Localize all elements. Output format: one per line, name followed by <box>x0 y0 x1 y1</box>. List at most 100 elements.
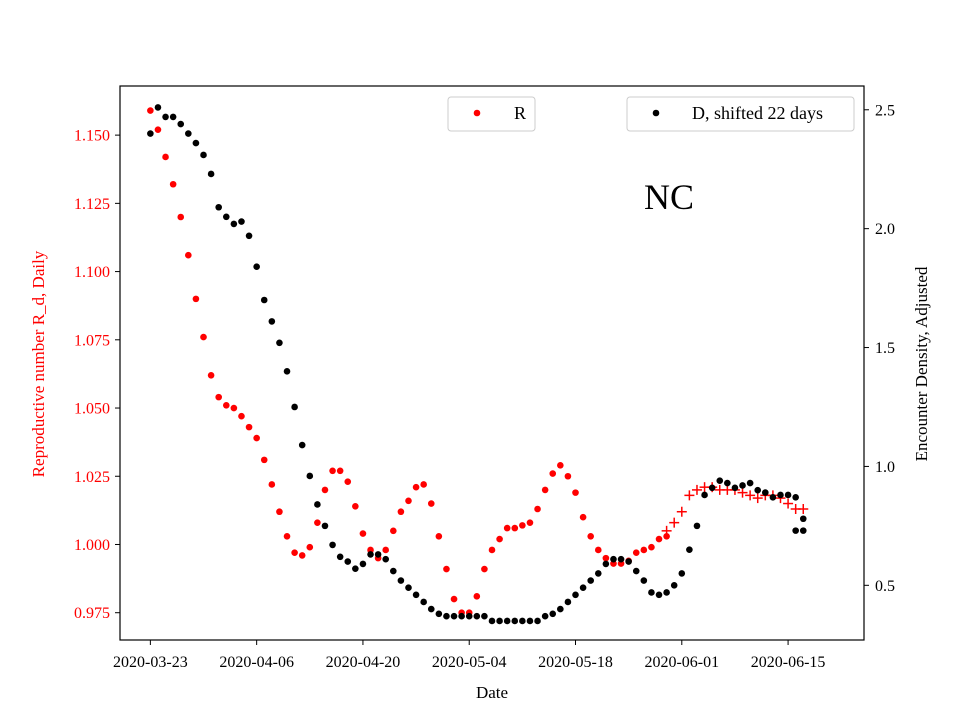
point <box>291 549 298 556</box>
point <box>405 497 412 505</box>
legend-d-frame <box>626 96 855 132</box>
point <box>397 577 405 584</box>
point-plus <box>798 504 809 515</box>
point <box>253 434 260 442</box>
point <box>534 505 541 513</box>
y-left-tick-label: 1.025 <box>74 469 110 486</box>
point <box>746 479 754 487</box>
point <box>739 482 746 489</box>
point <box>708 484 716 492</box>
point <box>602 554 610 562</box>
point <box>207 371 215 379</box>
point <box>260 296 268 304</box>
y-right-tick-label: 2.0 <box>875 221 895 238</box>
point <box>587 577 594 584</box>
point <box>374 551 382 558</box>
y-left-tick-label: 1.075 <box>74 332 110 349</box>
point <box>557 462 564 469</box>
point-plus <box>737 487 748 498</box>
point <box>496 535 503 543</box>
point <box>481 612 488 620</box>
legend-d: D, shifted 22 days <box>626 96 855 132</box>
y-right-tick-label: 1.0 <box>875 459 895 476</box>
point <box>784 491 792 499</box>
point <box>147 130 154 137</box>
point <box>283 532 291 540</box>
point <box>412 483 420 491</box>
point <box>260 456 268 464</box>
point <box>594 546 602 554</box>
point <box>169 180 177 188</box>
plot-frame <box>119 85 865 641</box>
point <box>420 481 427 488</box>
point <box>769 494 777 501</box>
x-tick-label: 2020-06-15 <box>751 654 826 671</box>
point <box>572 489 579 496</box>
point <box>298 552 306 559</box>
point <box>655 591 663 599</box>
point <box>640 577 648 584</box>
point <box>587 532 594 540</box>
point <box>390 527 397 535</box>
point-plus <box>661 525 672 536</box>
point-plus <box>745 490 756 501</box>
y-right-tick-label: 1.5 <box>875 340 895 357</box>
x-tick-label: 2020-03-23 <box>113 654 188 671</box>
y-left-tick-label: 1.125 <box>74 196 110 213</box>
x-tick-label: 2020-05-04 <box>432 654 507 671</box>
point <box>579 513 587 521</box>
point <box>245 423 253 431</box>
point <box>534 617 541 625</box>
point <box>306 472 314 480</box>
point <box>367 551 374 558</box>
point <box>549 470 557 477</box>
point <box>291 403 298 411</box>
data-marks <box>147 104 809 625</box>
point <box>663 532 670 540</box>
point <box>632 567 640 575</box>
point <box>352 565 359 572</box>
point <box>488 546 496 554</box>
point <box>519 522 526 529</box>
point <box>397 508 405 516</box>
point <box>724 479 731 487</box>
point <box>503 617 511 625</box>
point <box>648 543 655 551</box>
y-left-tick-label: 1.050 <box>74 401 110 418</box>
point <box>253 263 260 271</box>
legend-r-frame <box>447 96 536 132</box>
point <box>230 404 238 412</box>
y-axis-left-title: Reproductive number R_d, Daily <box>29 250 48 477</box>
y-axis-right-title: Encounter Density, Adjusted <box>912 266 931 461</box>
point <box>799 527 807 534</box>
x-tick-label: 2020-04-06 <box>219 654 294 671</box>
point <box>222 213 230 221</box>
point <box>344 478 352 486</box>
point <box>481 565 488 573</box>
point <box>329 541 336 549</box>
point <box>336 553 344 561</box>
point <box>617 555 625 563</box>
point <box>663 589 670 596</box>
point <box>321 486 329 494</box>
point <box>177 213 185 221</box>
point <box>754 486 762 494</box>
point <box>238 218 245 225</box>
point <box>276 339 283 347</box>
point <box>185 130 192 137</box>
point <box>427 605 435 613</box>
point-plus <box>684 490 695 501</box>
x-axis: 2020-03-23 2020-04-06 2020-04-20 2020-05-04… <box>113 640 825 671</box>
point <box>450 612 458 620</box>
point <box>359 560 367 568</box>
y-left-tick-label: 0.975 <box>74 605 110 622</box>
point <box>450 595 458 603</box>
point <box>731 484 739 492</box>
y-axis-right: 0.5 1.0 1.5 2.0 2.5 <box>864 102 895 595</box>
point <box>579 584 587 591</box>
point <box>686 546 693 553</box>
point <box>511 617 519 625</box>
point <box>465 612 473 620</box>
point-plus <box>669 517 680 528</box>
